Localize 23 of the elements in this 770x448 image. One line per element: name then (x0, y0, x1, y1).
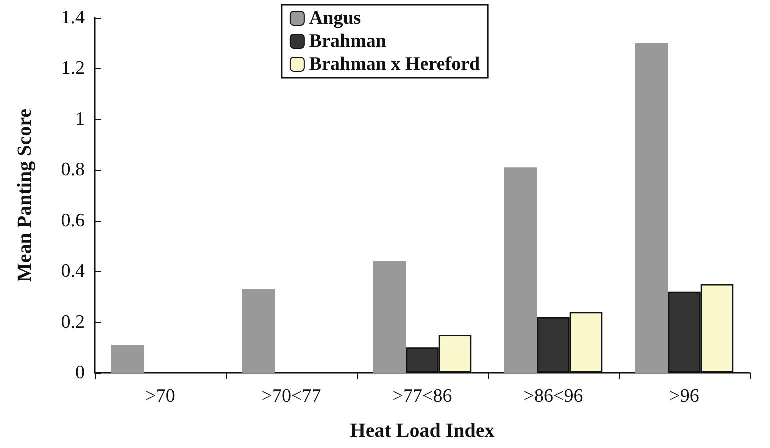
y-axis-title: Mean Panting Score (14, 108, 36, 282)
y-tick-label: 0 (76, 362, 85, 384)
y-tick-label: 0.4 (61, 261, 86, 282)
y-tick-label: 1 (76, 108, 85, 130)
legend-label: Brahman (309, 31, 387, 52)
legend-label: Brahman x Hereford (309, 54, 480, 75)
bar (635, 43, 668, 373)
bar (373, 261, 406, 373)
y-tick-label: 0.6 (61, 210, 85, 232)
legend-label: Angus (309, 8, 362, 29)
y-tick-label: 1.4 (61, 8, 86, 28)
x-tick-label: >70<77 (262, 386, 322, 407)
bar (111, 345, 144, 373)
x-tick-label: >77<86 (392, 386, 452, 407)
y-tick-label: 0.8 (61, 160, 85, 181)
y-tick-label: 1.2 (61, 58, 85, 80)
y-tick-label: 0.2 (61, 312, 85, 333)
x-tick-label: >70 (146, 386, 176, 407)
bar (504, 168, 538, 373)
x-tick-label: >96 (670, 386, 700, 407)
x-tick-label: >86<96 (524, 386, 584, 407)
bar (242, 289, 276, 373)
x-axis-title: Heat Load Index (350, 420, 495, 442)
